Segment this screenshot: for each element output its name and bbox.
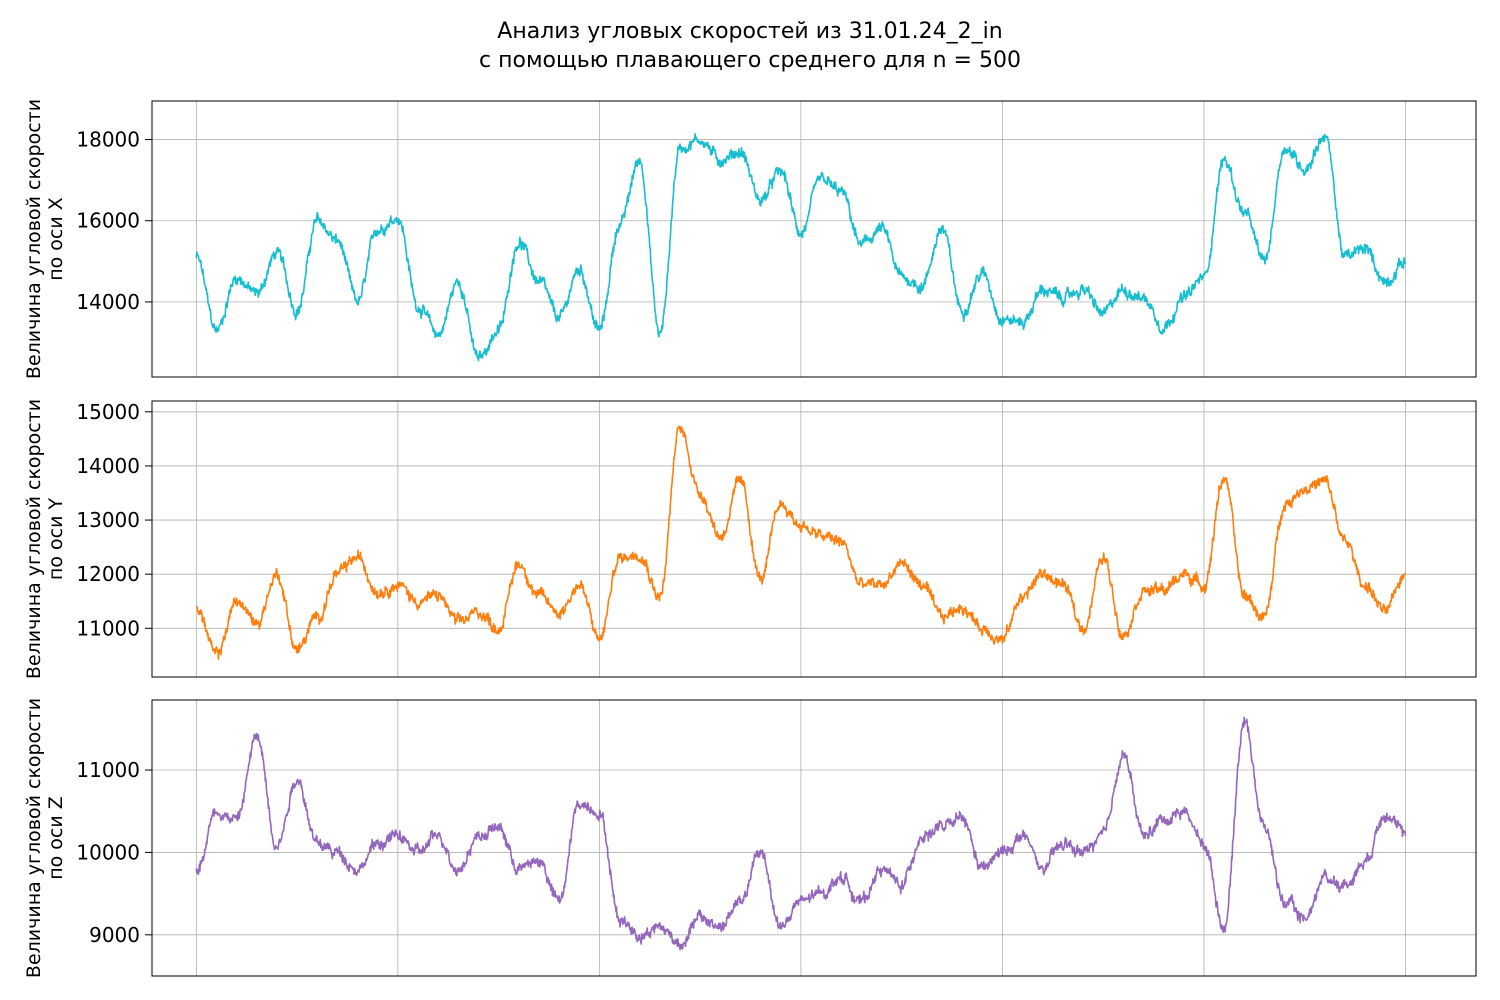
y-axis-label-line-1: Величина угловой скорости bbox=[23, 698, 45, 978]
plot-frame bbox=[151, 100, 1477, 378]
y-axis-label-line-1: Величина угловой скорости bbox=[23, 99, 45, 379]
chart-title-line-1: Анализ угловых скоростей из 31.01.24_2_i… bbox=[497, 19, 1002, 44]
y-tick-label: 11000 bbox=[76, 616, 140, 640]
panel-x-axis: 14000 16000 18000 Величина угловой скорости… bbox=[23, 99, 1477, 379]
y-tick-label: 14000 bbox=[76, 454, 140, 478]
y-tick-label: 18000 bbox=[76, 128, 140, 152]
y-axis-label-line-2: по оси Y bbox=[45, 498, 67, 581]
y-axis-label-line-2: по оси Z bbox=[45, 796, 67, 880]
series-line-z bbox=[195, 716, 1407, 951]
panel-z-axis: 9000 10000 11000 Величина угловой скорости п… bbox=[23, 698, 1477, 978]
chart-title-line-2: с помощью плавающего среднего для n = 50… bbox=[479, 48, 1021, 73]
y-tick-label: 12000 bbox=[76, 562, 140, 586]
y-tick-label: 9000 bbox=[89, 923, 140, 947]
y-tick-label: 11000 bbox=[76, 758, 140, 782]
plot-frame bbox=[151, 699, 1477, 977]
panel-y-axis: 11000 12000 13000 14000 15000 Величина углово… bbox=[23, 399, 1477, 679]
series-line-y bbox=[195, 425, 1407, 660]
plot-frame bbox=[151, 400, 1477, 678]
y-tick-label: 16000 bbox=[76, 209, 140, 233]
series-line-x bbox=[195, 132, 1407, 362]
y-tick-label: 14000 bbox=[76, 290, 140, 314]
y-tick-label: 15000 bbox=[76, 400, 140, 424]
y-tick-label: 13000 bbox=[76, 508, 140, 532]
y-tick-label: 10000 bbox=[76, 840, 140, 864]
y-axis-label-line-1: Величина угловой скорости bbox=[23, 399, 45, 679]
y-axis-label-line-2: по оси X bbox=[45, 197, 67, 281]
